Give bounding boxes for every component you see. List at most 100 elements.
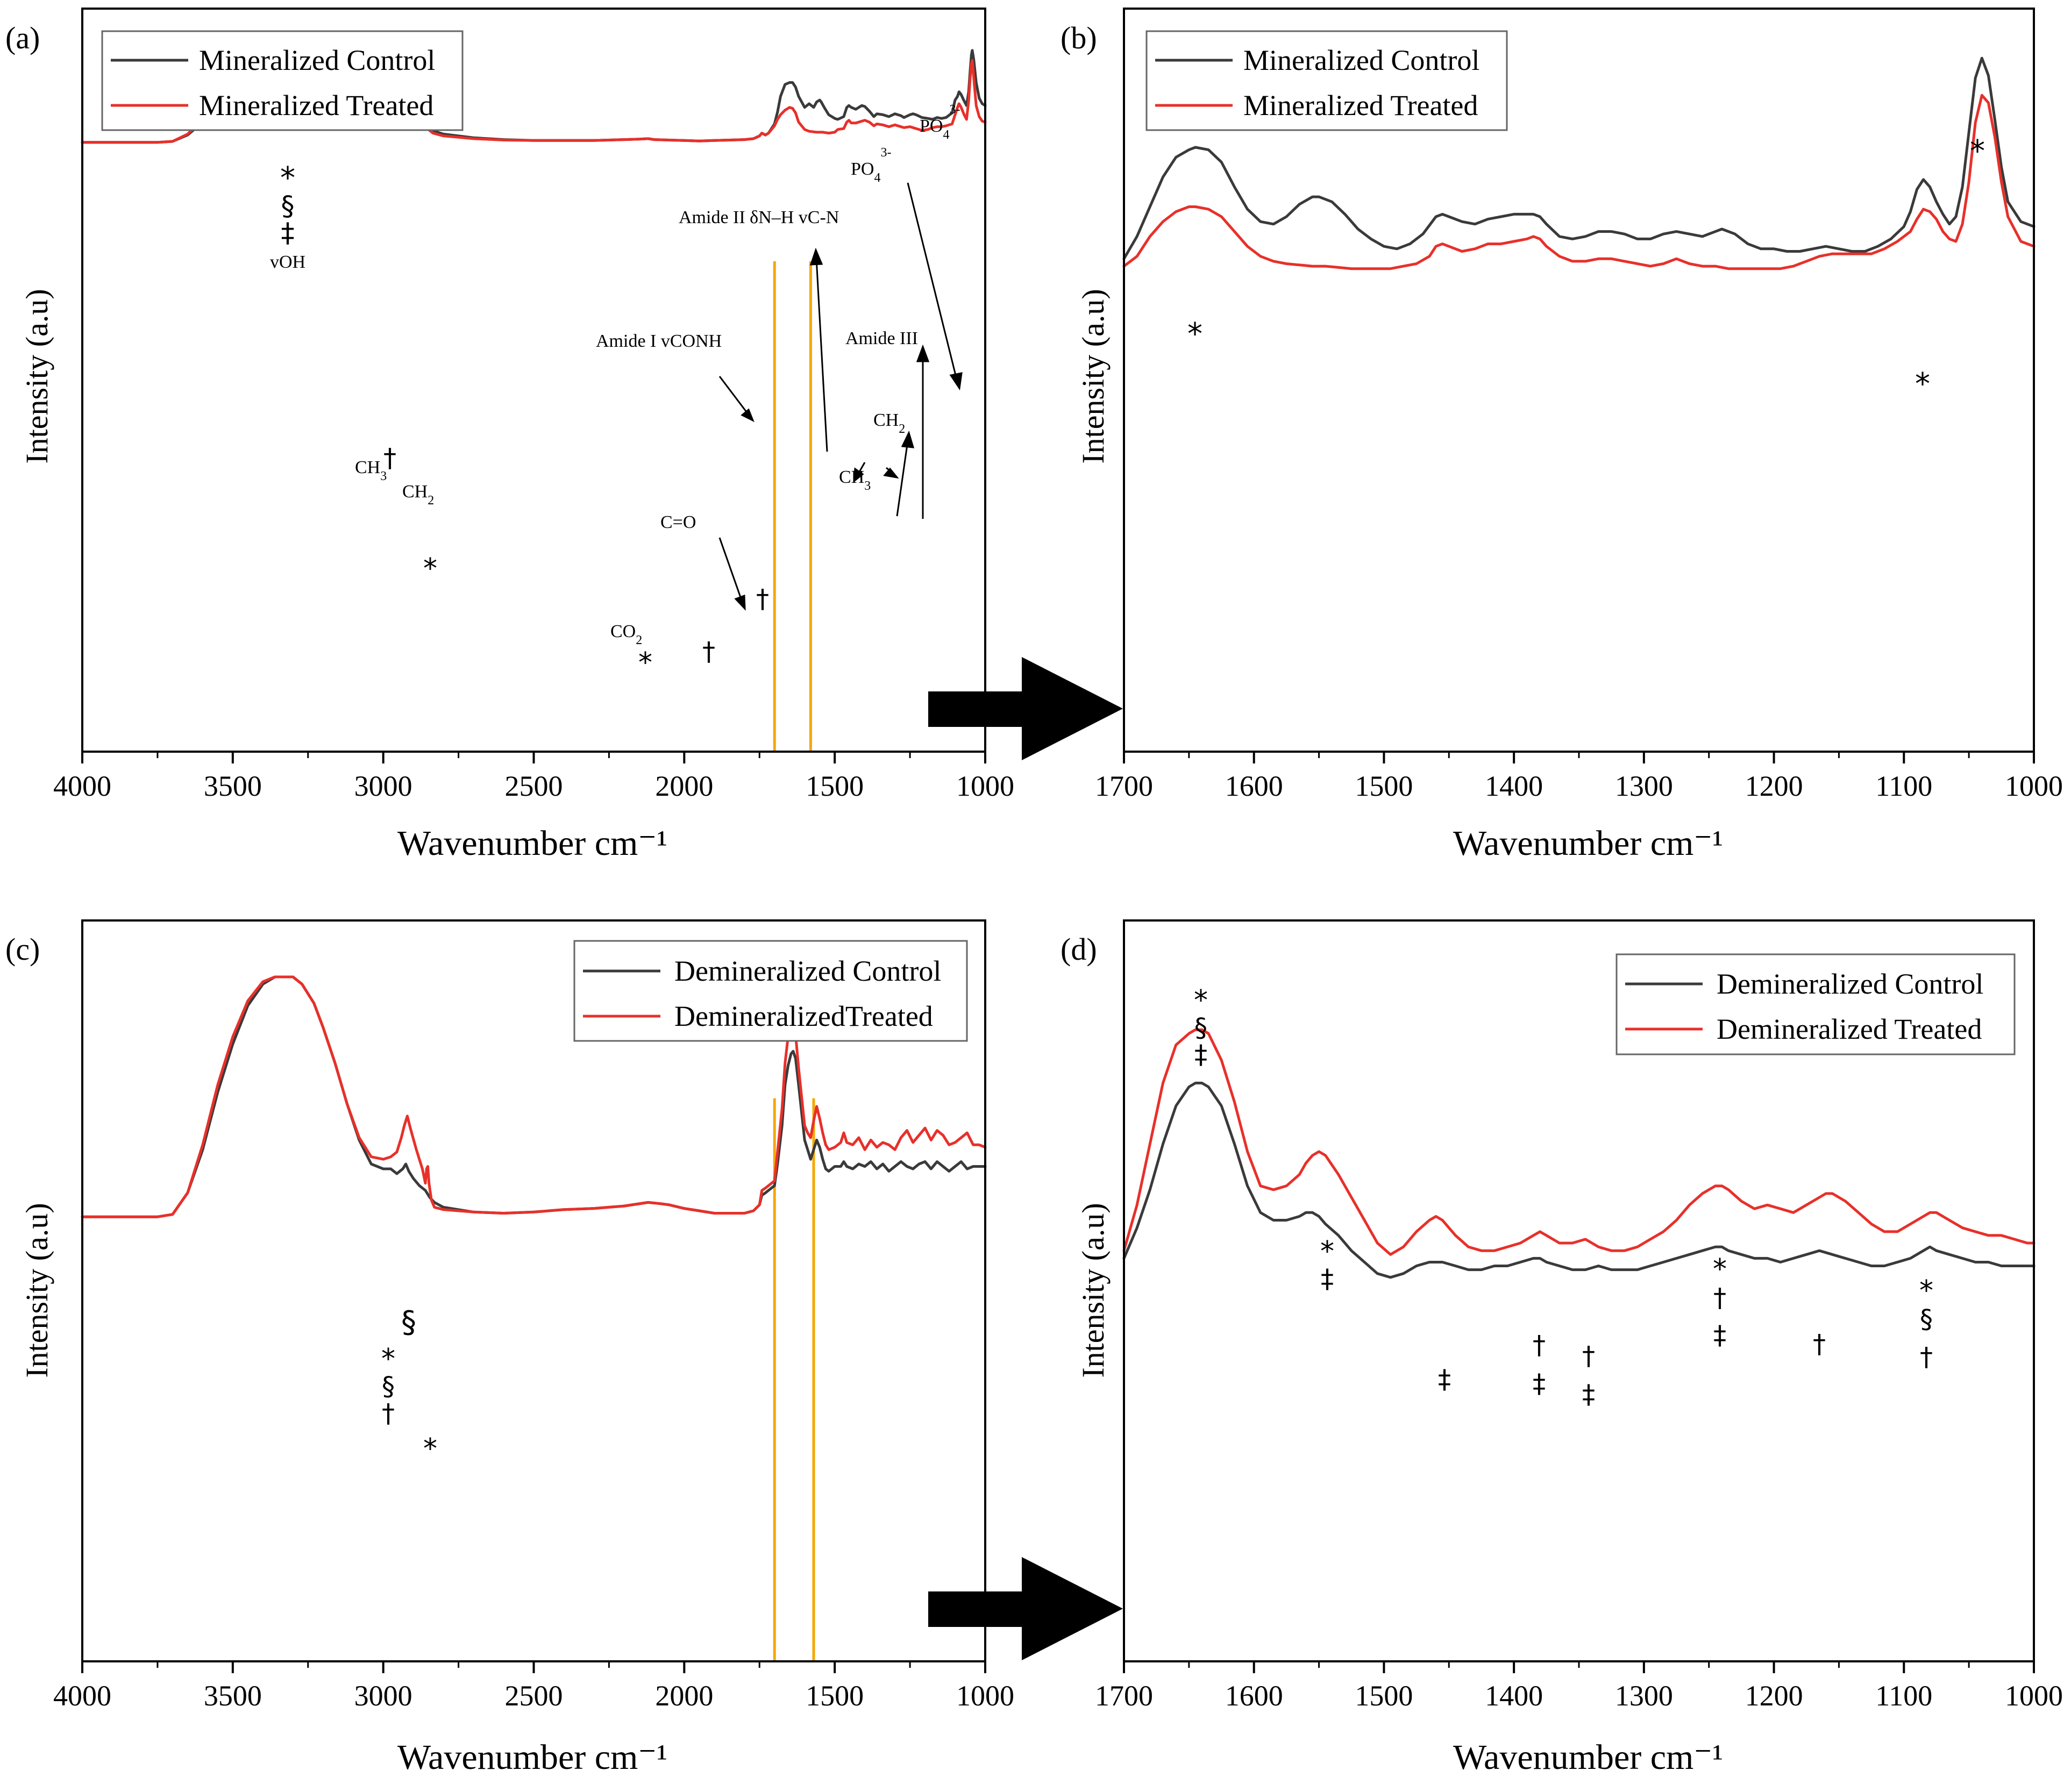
- annot-a-arrows: [718, 182, 963, 611]
- panel-d-xlabel: Wavenumber cm⁻¹: [1453, 1738, 1723, 1777]
- panel-b-tick-label: 1700: [1095, 770, 1153, 802]
- panel-c-ylabel: Intensity (a.u): [19, 1203, 54, 1377]
- annot-a-amide1: Amide I vCONH: [596, 331, 722, 351]
- annot-d-1240-ddagger: ‡: [1713, 1320, 1726, 1351]
- annot-d-1550-ddagger: ‡: [1321, 1264, 1334, 1294]
- legend-a-control: Mineralized Control: [199, 44, 435, 76]
- panel-d-ylabel: Intensity (a.u): [1076, 1203, 1111, 1377]
- panel-a-tick-label: 2000: [655, 770, 713, 802]
- panel-b-tick-label: 1500: [1355, 770, 1413, 802]
- panel-c-frame: [81, 919, 986, 1662]
- panel-c-tick-label: 2000: [655, 1680, 713, 1712]
- panel-d-label: (d): [1061, 932, 1097, 967]
- panel-b-label: (b): [1061, 20, 1097, 55]
- panel-d-tick-label: 1000: [2005, 1680, 2063, 1712]
- panel-c-legend: Demineralized Control DemineralizedTreat…: [573, 940, 968, 1042]
- panel-c-annotations: § * § † *: [381, 1305, 437, 1465]
- annot-d-1640-ddagger: ‡: [1194, 1040, 1207, 1070]
- panel-d-annotations: * § ‡ * ‡ ‡ † ‡ † ‡ * † ‡ † * § †: [1194, 984, 1933, 1410]
- annot-a-co: C=O: [660, 512, 696, 532]
- panel-d: (d) Intensity (a.u) Wavenumber cm⁻¹ 1700…: [1061, 919, 2063, 1777]
- panel-b-annotations: * * *: [1187, 134, 1985, 402]
- legend-b-control: Mineralized Control: [1243, 44, 1479, 76]
- arrow-a-to-b: [928, 657, 1123, 760]
- panel-d-tick-label: 1300: [1615, 1680, 1673, 1712]
- annot-a-ch3: CH3: [355, 458, 387, 483]
- panel-a-ylabel: Intensity (a.u): [19, 289, 54, 463]
- panel-b-tick-label: 1400: [1485, 770, 1543, 802]
- annot-a-dagger-1930: †: [702, 637, 715, 667]
- panel-d-legend: Demineralized Control Demineralized Trea…: [1615, 953, 2016, 1055]
- panel-a-ticks: 4000 3500 3000 2500 2000 1500 1000: [53, 752, 1014, 802]
- annot-a-co-dagger: †: [756, 584, 769, 614]
- annot-d-1078-star: *: [1919, 1275, 1933, 1307]
- panel-d-tick-label: 1100: [1875, 1680, 1932, 1712]
- panel-b-frame: [1123, 8, 2035, 753]
- annot-d-1458-ddagger: ‡: [1438, 1365, 1451, 1395]
- panel-c-tick-label: 1500: [806, 1680, 864, 1712]
- panel-b-series-control: [1122, 56, 2036, 260]
- panel-b-tick-label: 1000: [2005, 770, 2063, 802]
- annot-a-ch3-dagger: †: [383, 443, 396, 473]
- panel-d-tick-label: 1200: [1745, 1680, 1803, 1712]
- annot-d-1162-dagger: †: [1813, 1329, 1826, 1359]
- panel-d-ticks: 1700 1600 1500 1400 1300 1200 1100 1000: [1095, 1661, 2063, 1712]
- panel-c-label: (c): [5, 932, 40, 967]
- legend-c-control: Demineralized Control: [674, 955, 941, 987]
- panel-b-series-treated: [1122, 94, 2036, 270]
- annot-a-vOH: vOH: [270, 252, 305, 272]
- annot-d-1342-dagger: †: [1582, 1341, 1595, 1371]
- panel-a-tick-label: 3000: [354, 770, 412, 802]
- panel-c-tick-label: 3500: [204, 1680, 262, 1712]
- panel-a: (a) Intensity (a.u) Wavenumber cm⁻¹ 4000…: [5, 8, 1014, 863]
- panel-d-series-control: [1122, 1081, 2036, 1279]
- panel-c-tick-label: 1000: [956, 1680, 1014, 1712]
- annot-a-ch2: CH2: [402, 482, 434, 508]
- panel-a-tick-label: 3500: [204, 770, 262, 802]
- panel-a-tick-label: 1000: [956, 770, 1014, 802]
- annot-c-star: *: [381, 1343, 395, 1375]
- panel-a-tick-label: 2500: [505, 770, 563, 802]
- panel-d-frame: [1123, 919, 2035, 1662]
- panel-b-ticks: 1700 1600 1500 1400 1300 1200 1100 1000: [1095, 752, 2063, 802]
- annot-d-1640-section: §: [1194, 1013, 1207, 1043]
- annot-a-co2: CO2: [610, 622, 642, 647]
- panel-a-frame: [81, 8, 986, 753]
- panel-b-tick-label: 1200: [1745, 770, 1803, 802]
- panel-c-ticks: 4000 3500 3000 2500 2000 1500 1000: [53, 1661, 1014, 1712]
- annot-d-1550-star: *: [1320, 1236, 1334, 1268]
- panel-c-tick-label: 4000: [53, 1680, 111, 1712]
- annot-c-dagger: †: [382, 1398, 395, 1429]
- annot-a-po4-2: PO43-: [920, 103, 960, 142]
- annot-b-1043-star: *: [1970, 134, 1985, 169]
- panel-a-xlabel: Wavenumber cm⁻¹: [397, 824, 667, 863]
- panel-b-legend: Mineralized Control Mineralized Treated: [1145, 30, 1508, 131]
- annot-a-co2-star: *: [638, 647, 652, 679]
- panel-c-tick-label: 2500: [505, 1680, 563, 1712]
- panel-d-series-treated: [1122, 1028, 2036, 1256]
- panel-a-tick-label: 1500: [806, 770, 864, 802]
- annot-d-1240-dagger: †: [1713, 1283, 1726, 1313]
- legend-c-treated: DemineralizedTreated: [674, 1000, 933, 1032]
- panel-b-ylabel: Intensity (a.u): [1076, 289, 1111, 463]
- panel-c-series-treated: [81, 975, 987, 1218]
- annot-c-star-2850: *: [423, 1433, 437, 1465]
- annot-a-po4-1: PO43-: [851, 146, 891, 185]
- annot-d-1640-star: *: [1194, 984, 1208, 1017]
- panel-c: (c) Intensity (a.u) Wavenumber cm⁻¹ 4000…: [5, 919, 1014, 1777]
- annot-a-vOH-ddagger: ‡: [281, 217, 295, 248]
- annot-d-1342-ddagger: ‡: [1582, 1380, 1595, 1410]
- panel-a-label: (a): [5, 20, 40, 55]
- legend-b-treated: Mineralized Treated: [1243, 89, 1478, 122]
- legend-d-control: Demineralized Control: [1717, 968, 1983, 1000]
- annot-d-1078-dagger: †: [1920, 1342, 1933, 1372]
- arrow-c-to-d: [928, 1557, 1123, 1660]
- annot-d-1240-star: *: [1713, 1253, 1727, 1286]
- panel-c-tick-label: 3000: [354, 1680, 412, 1712]
- panel-d-tick-label: 1600: [1225, 1680, 1283, 1712]
- annot-a-ch2b: CH2: [873, 410, 905, 436]
- panel-b-tick-label: 1300: [1615, 770, 1673, 802]
- annot-d-1382-dagger: †: [1533, 1330, 1546, 1360]
- annot-c-section-top: §: [401, 1305, 416, 1340]
